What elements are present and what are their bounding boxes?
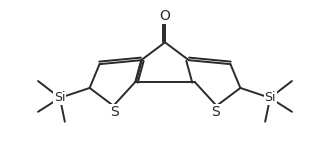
Text: Si: Si (54, 91, 66, 104)
Text: O: O (160, 9, 170, 23)
Text: Si: Si (264, 91, 276, 104)
Text: S: S (110, 105, 119, 119)
Text: S: S (211, 105, 220, 119)
